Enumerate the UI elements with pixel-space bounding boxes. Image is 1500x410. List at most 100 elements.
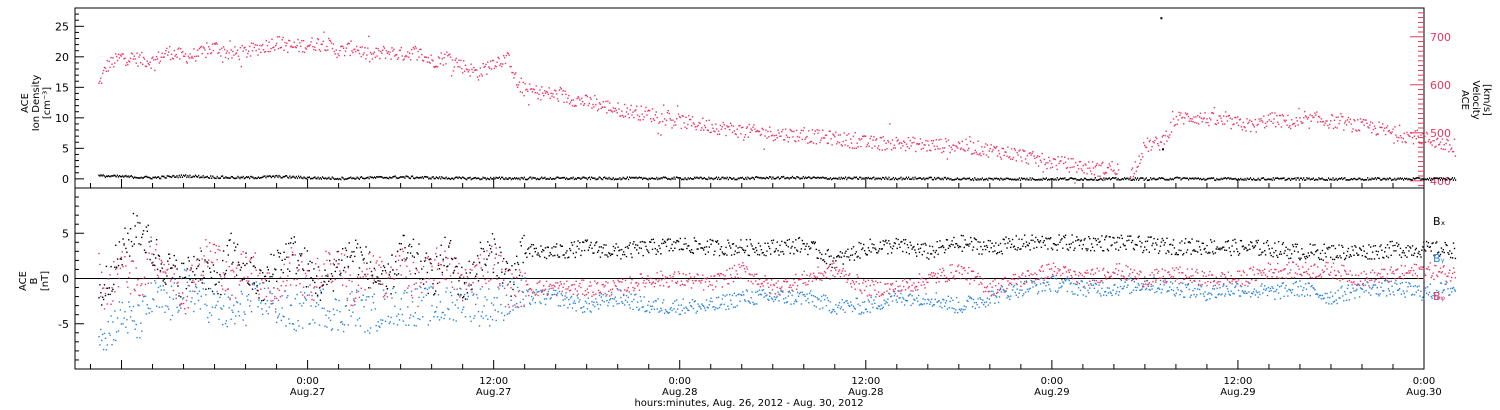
velocity-point xyxy=(927,140,929,142)
by-point xyxy=(684,312,686,314)
density-point xyxy=(1180,178,1182,181)
density-point xyxy=(568,178,570,180)
velocity-point xyxy=(858,137,860,140)
density-point xyxy=(1401,177,1403,180)
density-point xyxy=(1037,179,1039,181)
velocity-point xyxy=(237,55,240,57)
density-point xyxy=(492,178,494,180)
bz-point xyxy=(1100,280,1102,282)
by-point xyxy=(320,292,322,295)
density-point xyxy=(638,176,640,179)
by-point xyxy=(743,294,745,296)
density-point xyxy=(861,178,863,181)
bz-point xyxy=(443,278,445,280)
by-point xyxy=(380,319,382,321)
velocity-point xyxy=(715,123,717,125)
density-point xyxy=(1109,178,1112,181)
velocity-point xyxy=(1442,148,1444,151)
by-point xyxy=(198,290,201,292)
bz-point xyxy=(410,294,413,297)
by-point xyxy=(310,305,312,307)
bz-point xyxy=(366,268,368,270)
density-point xyxy=(350,176,352,179)
density-point xyxy=(533,177,535,179)
bz-point xyxy=(301,261,303,263)
by-point xyxy=(564,298,566,300)
velocity-point xyxy=(944,138,947,140)
bz-point xyxy=(1174,280,1177,282)
by-point xyxy=(350,315,352,317)
bz-point xyxy=(222,288,224,290)
by-point xyxy=(115,331,118,333)
velocity-point xyxy=(235,52,238,54)
density-point xyxy=(390,177,392,179)
by-point xyxy=(467,295,469,298)
velocity-point xyxy=(836,143,838,145)
velocity-point xyxy=(287,51,289,53)
by-point xyxy=(303,292,306,294)
velocity-point xyxy=(1244,126,1246,129)
velocity-point xyxy=(295,46,297,49)
by-point xyxy=(363,306,365,308)
velocity-point xyxy=(1076,171,1078,173)
density-point xyxy=(331,176,333,178)
velocity-point xyxy=(814,130,816,132)
velocity-point xyxy=(877,145,880,147)
velocity-point xyxy=(1189,118,1191,120)
bz-point xyxy=(408,285,410,287)
by-point xyxy=(733,292,736,294)
bz-point xyxy=(1306,272,1309,275)
velocity-point xyxy=(1330,120,1332,122)
by-point xyxy=(560,293,562,295)
density-point xyxy=(560,177,562,179)
density-point xyxy=(229,177,231,179)
bz-point xyxy=(1245,280,1247,283)
density-point xyxy=(1341,177,1343,179)
velocity-point xyxy=(301,40,303,42)
velocity-point xyxy=(846,134,848,136)
bz-point xyxy=(345,285,348,288)
velocity-point xyxy=(477,79,480,81)
bz-point xyxy=(1065,271,1068,273)
velocity-point xyxy=(392,50,394,52)
density-point xyxy=(997,178,999,180)
density-point xyxy=(674,178,676,180)
bz-point xyxy=(769,292,771,294)
density-point xyxy=(1357,178,1359,181)
velocity-point xyxy=(1237,116,1239,118)
density-point xyxy=(1043,178,1045,180)
velocity-point xyxy=(522,81,524,84)
bz-point xyxy=(183,308,186,310)
bz-point xyxy=(911,284,913,286)
by-point xyxy=(159,285,162,287)
density-point xyxy=(465,178,467,180)
velocity-point xyxy=(1182,116,1184,119)
density-point xyxy=(1281,177,1283,180)
by-point xyxy=(298,325,300,327)
density-point xyxy=(431,176,433,179)
bz-point xyxy=(739,266,741,268)
bz-point xyxy=(385,272,388,274)
density-point xyxy=(891,178,893,180)
by-point xyxy=(289,322,291,325)
velocity-point xyxy=(439,63,442,65)
density-point xyxy=(1229,178,1231,180)
velocity-point xyxy=(488,66,490,68)
velocity-point xyxy=(382,45,385,48)
velocity-point xyxy=(826,142,829,145)
velocity-point xyxy=(692,122,695,124)
by-point xyxy=(200,295,202,297)
bz-point xyxy=(120,256,122,258)
velocity-point xyxy=(721,126,723,128)
density-point xyxy=(158,176,160,178)
bz-point xyxy=(687,281,689,283)
velocity-point xyxy=(1040,161,1043,163)
velocity-point xyxy=(560,88,562,90)
velocity-point xyxy=(1169,134,1171,136)
density-point xyxy=(813,176,815,178)
bz-point xyxy=(765,279,767,281)
bz-point xyxy=(864,280,867,283)
velocity-point xyxy=(612,107,615,109)
by-point xyxy=(581,307,583,309)
bz-point xyxy=(359,276,362,279)
